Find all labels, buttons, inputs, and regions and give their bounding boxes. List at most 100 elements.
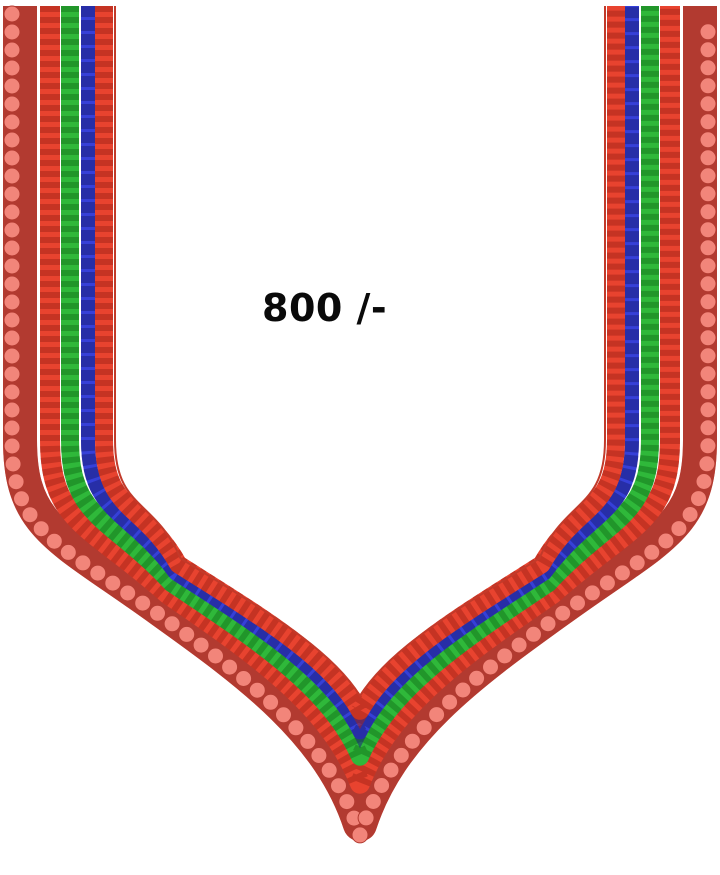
scallop-petal <box>248 681 266 699</box>
scallop-petal <box>403 732 421 750</box>
scallop-petal <box>3 167 21 185</box>
scallop-petal <box>699 23 717 41</box>
scallop-petal <box>3 23 21 41</box>
scallop-petal <box>275 706 292 724</box>
scallop-petal <box>178 625 196 643</box>
scallop-petal <box>583 584 601 602</box>
scallop-petal <box>3 437 21 455</box>
scallop-petal <box>382 761 400 779</box>
scallop-petal <box>89 564 107 582</box>
scallop-petal <box>45 532 63 550</box>
scallop-petal <box>525 625 542 643</box>
scallop-petal <box>207 647 224 665</box>
scallop-petal <box>699 401 717 419</box>
scallop-petal <box>428 706 446 724</box>
scallop-petal <box>657 532 675 550</box>
scallop-petal <box>3 5 21 23</box>
scallop-petal <box>699 59 717 77</box>
scallop-petal <box>510 636 528 654</box>
scallop-petal <box>699 113 717 131</box>
scallop-petal <box>3 293 21 311</box>
blue-bead-band-stitch <box>81 6 639 749</box>
price-label: 800 /- <box>262 286 388 330</box>
scallop-petal <box>3 401 21 419</box>
scallop-petal <box>3 203 21 221</box>
scallop-petal <box>3 221 21 239</box>
scallop-petal <box>192 636 210 654</box>
scallop-petal <box>3 419 21 437</box>
scallop-petal <box>628 554 646 572</box>
scallop-petal <box>699 275 717 293</box>
scallop-petal <box>338 793 356 811</box>
scallop-petal <box>613 564 631 582</box>
scallop-petal <box>4 455 22 473</box>
scallop-petal <box>699 77 717 95</box>
scallop-petal <box>695 473 713 490</box>
scallop-petal <box>32 520 50 538</box>
scallop-petal <box>643 543 661 561</box>
scallop-petal <box>415 719 433 737</box>
scallop-petal <box>690 490 707 508</box>
scallop-petal <box>364 793 382 810</box>
scallop-petal <box>539 615 557 633</box>
scallop-petal <box>235 670 253 687</box>
scallop-petal <box>357 809 375 827</box>
scallop-petal <box>3 329 21 347</box>
scallop-petal <box>699 221 717 239</box>
scallop-petal <box>13 490 30 508</box>
scallop-petal <box>3 131 21 149</box>
scallop-petal <box>3 77 21 95</box>
outer-red-band <box>40 6 680 794</box>
scallop-petal <box>699 383 717 401</box>
scallop-petal <box>699 311 717 329</box>
inner-red-band-stitch <box>95 6 625 730</box>
scallop-petal <box>3 95 21 113</box>
scallop-petal <box>59 543 77 561</box>
scallop-petal <box>3 41 21 59</box>
scallop-petal <box>496 647 514 665</box>
scallop-petal <box>699 347 717 365</box>
green-band <box>61 6 659 766</box>
scallop-petal <box>670 520 688 538</box>
scallop-petal <box>3 275 21 293</box>
scallop-petal <box>3 383 21 401</box>
scallop-petal <box>441 693 459 711</box>
green-band-stitch <box>61 6 659 780</box>
scallop-petal <box>699 41 717 59</box>
scallop-petal <box>3 311 21 329</box>
scallop-petal <box>351 826 369 844</box>
scallop-petal <box>392 746 410 764</box>
scallop-petal <box>21 506 39 524</box>
scallop-petal <box>699 365 717 383</box>
scallop-petal <box>3 365 21 383</box>
scallop-petal <box>134 594 152 612</box>
scallop-petal <box>468 669 486 687</box>
scallop-petal <box>299 732 317 750</box>
scallop-petal <box>699 95 717 113</box>
scallop-petal <box>149 604 166 622</box>
scallop-petal <box>3 185 21 203</box>
scallop-petal <box>699 293 717 311</box>
scallop-petal <box>320 761 338 779</box>
scallop-petal <box>262 693 280 711</box>
scallop-petal <box>569 594 586 612</box>
scallop-petal <box>699 203 717 221</box>
scallop-petal <box>699 185 717 203</box>
scallop-petal <box>699 167 717 185</box>
scallop-petal <box>3 113 21 131</box>
scallop-petal <box>698 455 716 473</box>
scallop-petal <box>554 604 572 622</box>
scallop-petal <box>104 574 122 592</box>
scallop-petal <box>482 658 499 676</box>
scallop-petal <box>74 554 92 572</box>
scallop-petal <box>699 239 717 257</box>
inner-outline <box>114 6 606 697</box>
scallop-petal <box>454 681 472 699</box>
scallop-petal <box>163 615 181 633</box>
scallop-petal <box>598 574 616 592</box>
scallop-petal <box>699 419 717 437</box>
scallop-petal <box>699 437 717 455</box>
scallop-petal <box>119 584 137 602</box>
outer-red-band-stitch <box>40 6 680 812</box>
